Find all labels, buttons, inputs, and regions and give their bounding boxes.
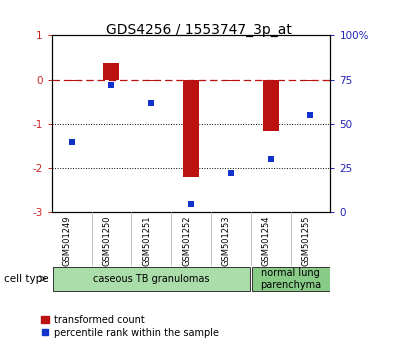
Point [307, 112, 314, 118]
Point [188, 201, 194, 206]
Text: normal lung
parenchyma: normal lung parenchyma [260, 268, 321, 290]
Text: GSM501249: GSM501249 [62, 215, 72, 266]
Point [108, 82, 115, 88]
Bar [252, 267, 330, 291]
Bar [263, 80, 279, 131]
Text: GSM501254: GSM501254 [261, 215, 271, 266]
Point [148, 100, 154, 105]
Bar [103, 63, 119, 80]
Bar [183, 80, 199, 177]
Text: GSM501252: GSM501252 [182, 215, 191, 266]
Bar [53, 267, 250, 291]
Text: caseous TB granulomas: caseous TB granulomas [93, 274, 209, 284]
Legend: transformed count, percentile rank within the sample: transformed count, percentile rank withi… [37, 311, 223, 342]
Point [267, 156, 274, 162]
Text: GSM501253: GSM501253 [222, 215, 231, 266]
Text: GDS4256 / 1553747_3p_at: GDS4256 / 1553747_3p_at [106, 23, 292, 37]
Text: GSM501251: GSM501251 [142, 215, 151, 266]
Text: GSM501255: GSM501255 [301, 215, 310, 266]
Point [68, 139, 75, 144]
Text: GSM501250: GSM501250 [102, 215, 111, 266]
Text: cell type: cell type [4, 274, 49, 284]
Point [228, 171, 234, 176]
